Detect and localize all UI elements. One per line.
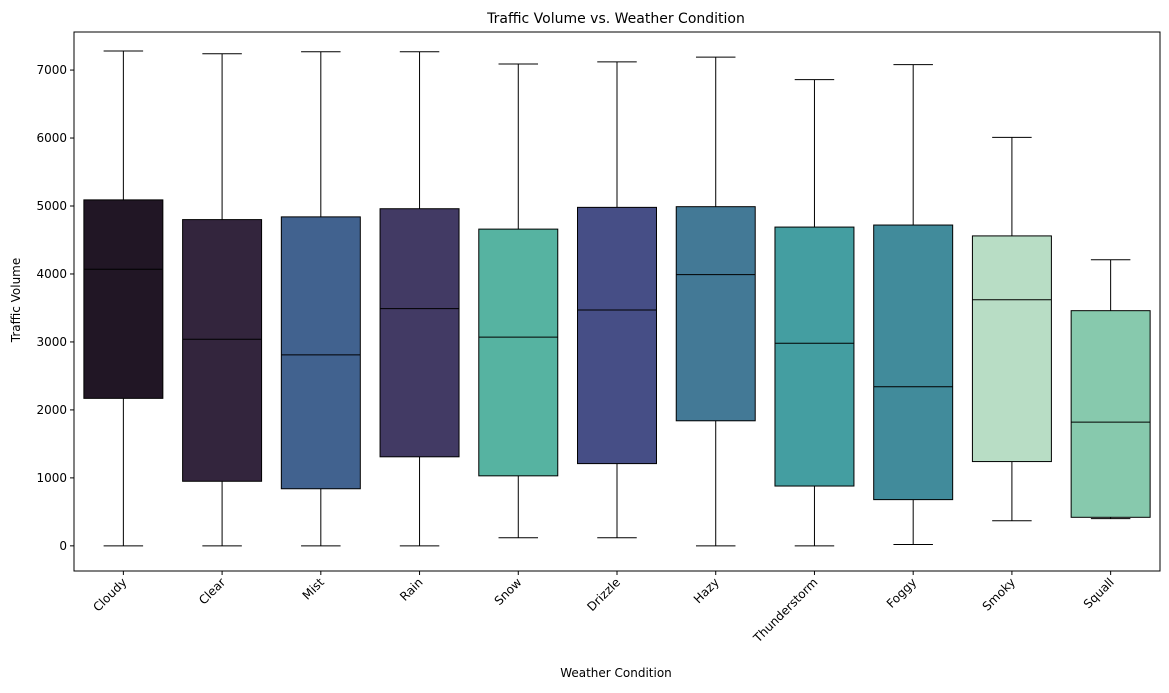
boxes-layer: [83, 50, 1151, 547]
box-group-drizzle: [577, 61, 657, 539]
box-iqr: [774, 226, 855, 487]
y-tick-label: 2000: [36, 403, 67, 417]
box-group-foggy: [873, 64, 954, 545]
y-axis-title: Traffic Volume: [9, 258, 23, 344]
box-iqr: [873, 224, 954, 501]
y-tick-label: 1000: [36, 471, 67, 485]
x-tick-label: Foggy: [884, 575, 919, 610]
chart-title: Traffic Volume vs. Weather Condition: [486, 11, 745, 27]
x-tick-label: Thunderstorm: [750, 575, 821, 646]
x-tick-label: Snow: [492, 575, 525, 608]
y-tick-label: 6000: [36, 131, 67, 145]
x-tick-label: Smoky: [980, 575, 1018, 613]
x-tick-label: Squall: [1081, 575, 1117, 611]
x-tick-label: Drizzle: [584, 575, 623, 614]
box-group-clear: [182, 53, 263, 547]
y-tick-label: 4000: [36, 267, 67, 281]
box-group-thunderstorm: [774, 79, 855, 547]
box-iqr: [280, 216, 361, 490]
box-group-rain: [379, 51, 460, 547]
x-axis: Cloudy Clear Mist Rain Snow Drizzle Hazy Thunde…: [90, 571, 1117, 646]
y-tick-label: 3000: [36, 335, 67, 349]
box-iqr: [379, 208, 460, 458]
box-group-mist: [280, 51, 361, 547]
x-axis-title: Weather Condition: [560, 666, 672, 680]
box-iqr: [577, 206, 657, 465]
box-iqr: [83, 199, 164, 399]
box-group-snow: [478, 63, 559, 539]
box-group-hazy: [675, 56, 756, 547]
x-tick-label: Rain: [397, 575, 426, 604]
y-tick-label: 5000: [36, 199, 67, 213]
box-iqr: [675, 206, 756, 422]
x-tick-label: Mist: [300, 575, 328, 603]
box-group-squall: [1070, 259, 1151, 520]
box-iqr: [182, 219, 263, 482]
x-tick-label: Clear: [196, 575, 228, 607]
x-tick-label: Cloudy: [90, 575, 129, 614]
y-tick-label: 0: [59, 539, 67, 553]
box-group-cloudy: [83, 50, 164, 547]
box-group-smoky: [971, 136, 1052, 522]
box-iqr: [478, 228, 559, 477]
box-iqr: [1070, 310, 1151, 518]
y-axis: 0 1000 2000 3000 4000 5000 6000 7000: [36, 63, 74, 553]
x-tick-label: Hazy: [691, 575, 722, 606]
y-tick-label: 7000: [36, 63, 67, 77]
box-iqr: [971, 235, 1052, 463]
